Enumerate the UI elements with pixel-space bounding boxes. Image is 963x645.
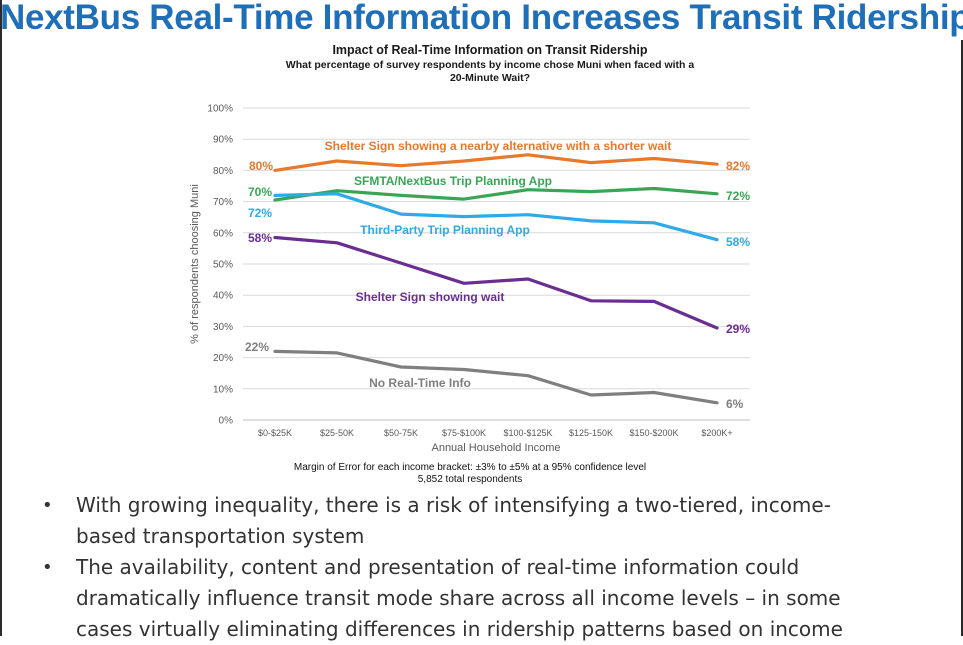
bullet-line: dramatically influence transit mode shar…: [76, 586, 841, 610]
x-tick-label: $125-150K: [569, 428, 613, 438]
bullet-marker: •: [42, 557, 53, 578]
end-value-label: 6%: [726, 397, 744, 411]
start-value-label: 22%: [245, 340, 269, 354]
slide-title: NextBus Real-Time Information Increases …: [0, 0, 963, 37]
x-tick-label: $100-$125K: [503, 428, 552, 438]
y-tick-label: 20%: [213, 353, 233, 364]
chart-subtitle-line2: 20-Minute Wait?: [449, 72, 531, 84]
x-tick-label: $50-75K: [384, 428, 418, 438]
blue-series-line: [273, 192, 719, 242]
end-value-label: 82%: [726, 159, 750, 173]
chart-title: Impact of Real-Time Information on Trans…: [332, 43, 648, 57]
margin-of-error-note: Margin of Error for each income bracket:…: [293, 462, 647, 473]
green-series-label: SFMTA/NextBus Trip Planning App: [354, 174, 552, 188]
bullet-line: cases virtually eliminating differences …: [76, 617, 843, 641]
start-value-label: 70%: [248, 185, 272, 199]
bullet-line: based transportation system: [76, 524, 365, 548]
left-border: [0, 0, 2, 636]
y-tick-label: 80%: [213, 166, 233, 177]
y-tick-label: 70%: [213, 197, 233, 208]
x-tick-label: $150-$200K: [629, 428, 678, 438]
end-value-label: 58%: [726, 235, 750, 249]
y-tick-label: 30%: [213, 322, 233, 333]
green-series-line: [273, 186, 719, 202]
x-tick-label: $25-50K: [320, 428, 354, 438]
bullet-marker: •: [42, 495, 53, 516]
x-tick-label: $200K+: [701, 428, 732, 438]
end-value-label: 29%: [726, 322, 750, 336]
chart-subtitle-line1: What percentage of survey respondents by…: [285, 59, 695, 71]
x-axis-label: Annual Household Income: [431, 442, 560, 454]
start-value-label: 80%: [249, 159, 273, 173]
bullet-line: The availability, content and presentati…: [76, 555, 800, 579]
purple-series-line: [273, 235, 719, 330]
blue-series-label: Third-Party Trip Planning App: [360, 223, 530, 237]
y-tick-label: 50%: [213, 260, 233, 271]
gray-series-label: No Real-Time Info: [369, 376, 471, 390]
y-tick-label: 90%: [213, 135, 233, 146]
x-tick-label: $75-$100K: [442, 428, 486, 438]
orange-series-line: [273, 153, 719, 172]
y-tick-label: 100%: [207, 104, 233, 115]
gray-series-line: [273, 349, 719, 405]
y-axis-label: % of respondents choosing Muni: [189, 184, 201, 344]
orange-series-label: Shelter Sign showing a nearby alternativ…: [325, 139, 672, 153]
end-value-label: 72%: [726, 189, 750, 203]
start-value-label: 72%: [248, 206, 272, 220]
right-border: [961, 40, 963, 636]
bullet-text: With growing inequality, there is a risk…: [76, 490, 831, 552]
purple-series-label: Shelter Sign showing wait: [356, 290, 505, 304]
bullet-text: The availability, content and presentati…: [76, 552, 843, 645]
bullet-list: • With growing inequality, there is a ri…: [40, 490, 940, 645]
bullet-line: With growing inequality, there is a risk…: [76, 493, 831, 517]
x-tick-label: $0-$25K: [258, 428, 292, 438]
start-value-label: 58%: [248, 231, 272, 245]
bullet-item: • With growing inequality, there is a ri…: [40, 490, 940, 552]
y-tick-label: 60%: [213, 228, 233, 239]
bullet-item: • The availability, content and presenta…: [40, 552, 940, 645]
y-tick-label: 40%: [213, 291, 233, 302]
y-tick-label: 0%: [219, 416, 234, 427]
respondents-note: 5,852 total respondents: [417, 474, 523, 485]
y-tick-label: 10%: [213, 384, 233, 395]
